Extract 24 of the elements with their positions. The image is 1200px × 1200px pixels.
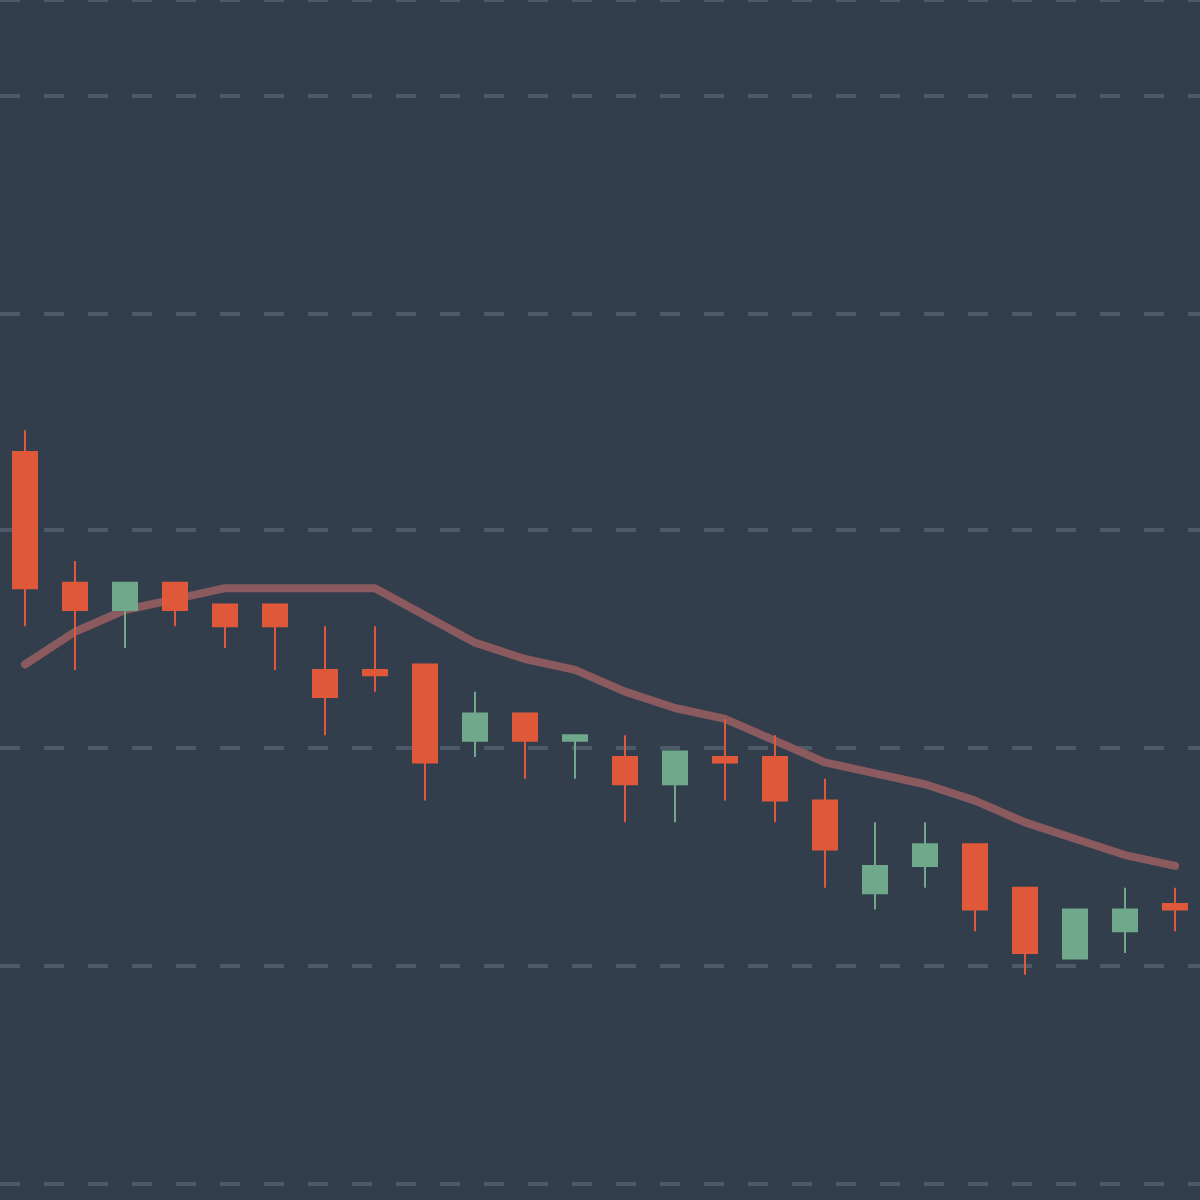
candlestick — [162, 581, 188, 628]
candlestick — [112, 581, 138, 650]
candlestick — [912, 821, 938, 889]
candlestick — [1062, 908, 1088, 960]
candlestick — [462, 690, 488, 759]
candlestick — [412, 663, 438, 802]
candlestick — [612, 734, 638, 824]
candlestick — [62, 559, 88, 671]
candlestick — [212, 603, 238, 650]
candlestick — [262, 603, 288, 671]
candlestick — [1112, 886, 1138, 955]
candlestick — [562, 734, 588, 780]
candlestick — [312, 625, 338, 737]
candlestick — [1012, 886, 1038, 976]
candlestick — [1162, 886, 1188, 933]
candlestick — [662, 750, 688, 824]
candlestick — [12, 429, 38, 628]
candlestick — [362, 625, 388, 693]
candlestick — [812, 777, 838, 889]
candlestick — [762, 734, 788, 824]
candlestick — [512, 712, 538, 780]
candlestick — [862, 821, 888, 911]
candlestick — [712, 717, 738, 802]
candlestick — [962, 843, 988, 933]
